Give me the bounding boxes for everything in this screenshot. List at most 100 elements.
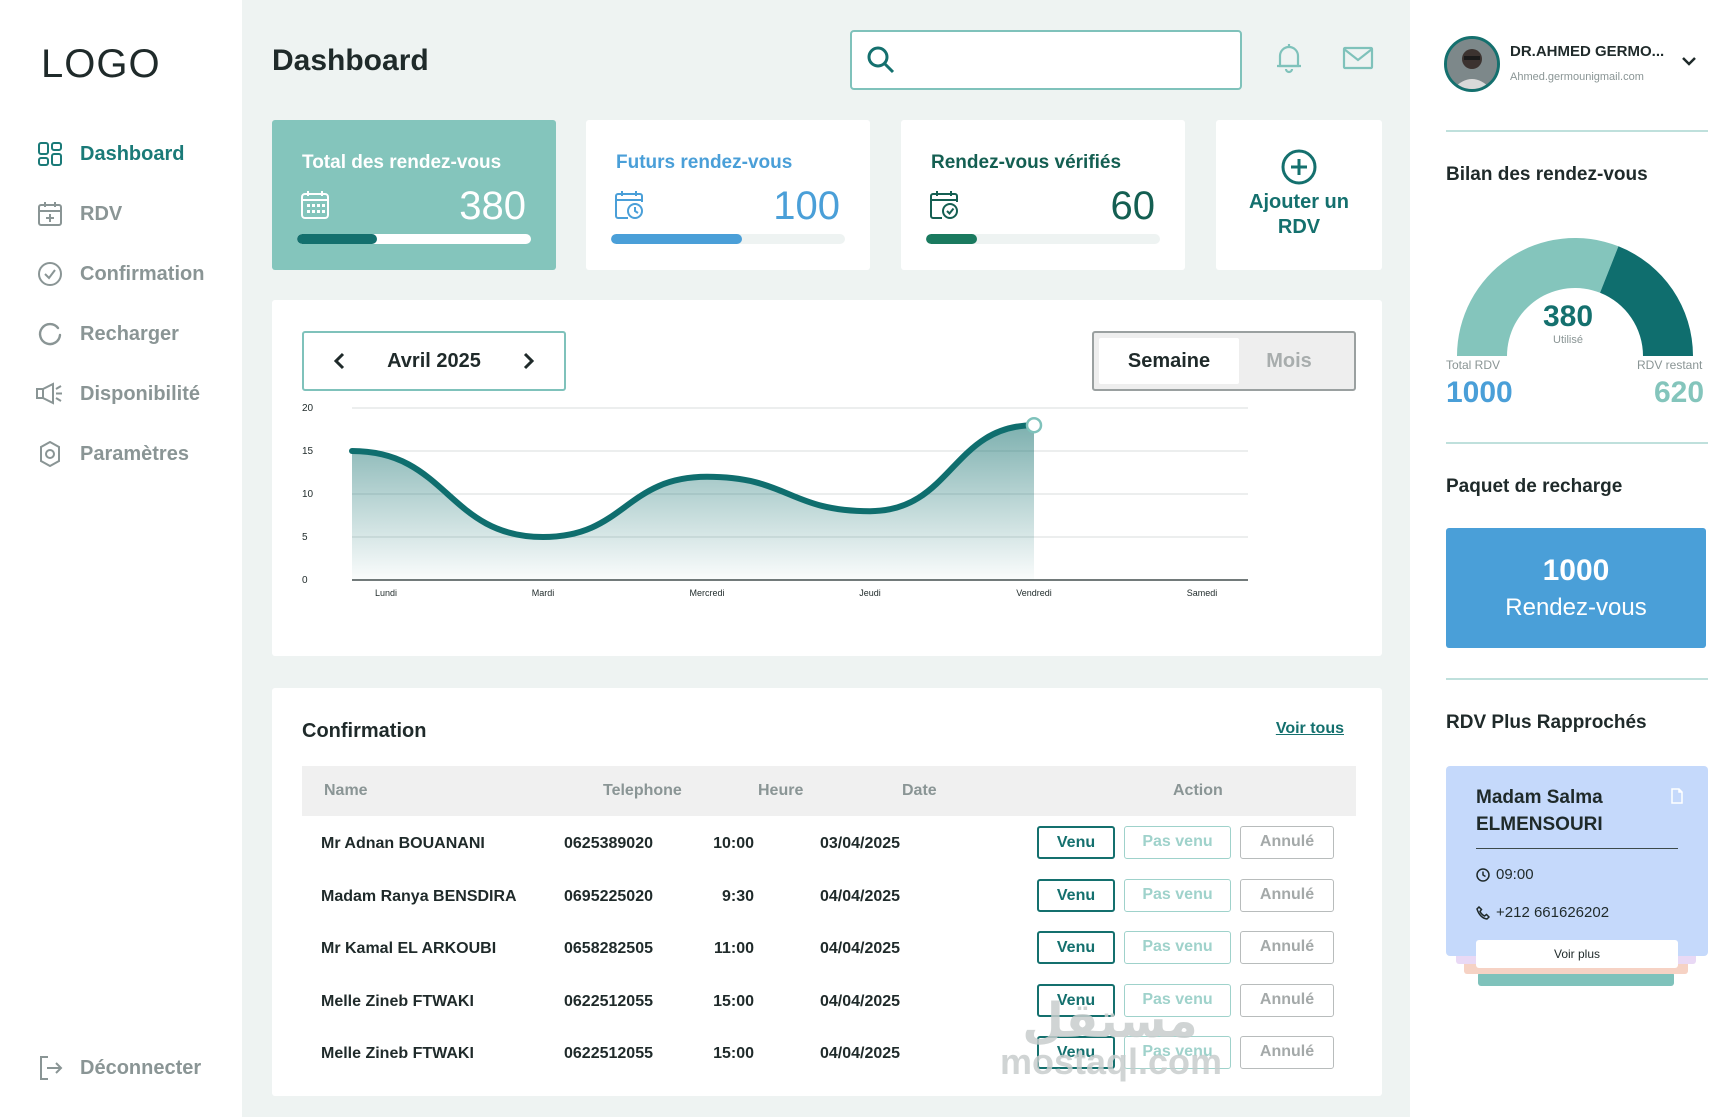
venu-button[interactable]: Venu xyxy=(1037,1036,1115,1069)
sidebar-item-disponibilite[interactable]: Disponibilité xyxy=(36,364,236,424)
card-stack-layer xyxy=(1478,972,1674,986)
see-more-button[interactable]: Voir plus xyxy=(1476,940,1678,968)
cell-name: Mr Kamal EL ARKOUBI xyxy=(321,940,497,957)
cell-heure: 9:30 xyxy=(721,887,754,905)
logout-button[interactable]: Déconnecter xyxy=(36,1054,201,1082)
user-name: DR.AHMED GERMO... xyxy=(1510,43,1665,60)
remaining-rdv-label: RDV restant xyxy=(1637,358,1703,372)
x-tick-label: Jeudi xyxy=(859,588,881,598)
dashboard-grid-icon xyxy=(36,140,64,168)
search-input[interactable] xyxy=(908,44,1228,76)
search-box[interactable] xyxy=(850,30,1242,90)
document-icon[interactable] xyxy=(1670,788,1684,809)
venu-button[interactable]: Venu xyxy=(1037,826,1115,859)
progress-fill xyxy=(611,234,743,244)
annule-button[interactable]: Annulé xyxy=(1240,983,1334,1017)
gauge-used-segment xyxy=(1457,238,1619,356)
divider xyxy=(1446,442,1708,444)
annule-button[interactable]: Annulé xyxy=(1240,878,1334,912)
cell-date: 04/04/2025 xyxy=(820,940,901,957)
cell-date: 04/04/2025 xyxy=(820,1045,901,1062)
sidebar: LOGO Dashboard RDV Confirmation Recharge… xyxy=(0,0,242,1117)
venu-button[interactable]: Venu xyxy=(1037,931,1115,964)
check-circle-icon xyxy=(36,260,64,288)
y-tick-label: 10 xyxy=(302,489,314,500)
pas-venu-button[interactable]: Pas venu xyxy=(1124,878,1231,912)
user-email: Ahmed.germounigmail.com xyxy=(1510,71,1644,83)
chevron-right-icon[interactable] xyxy=(518,349,538,378)
sidebar-item-recharger[interactable]: Recharger xyxy=(36,304,236,364)
pas-venu-button[interactable]: Pas venu xyxy=(1124,931,1231,964)
sidebar-item-confirmation[interactable]: Confirmation xyxy=(36,244,236,304)
calendar-check-icon xyxy=(929,190,959,225)
stat-title: Total des rendez-vous xyxy=(302,152,502,173)
annule-button[interactable]: Annulé xyxy=(1240,1036,1334,1069)
sidebar-item-rdv[interactable]: RDV xyxy=(36,184,236,244)
total-rdv-label: Total RDV xyxy=(1446,358,1501,372)
cell-date: 04/04/2025 xyxy=(820,992,901,1010)
area-chart: 0 5 10 15 20 Lundi Mardi Mercredi Jeudi Vendredi S… xyxy=(302,403,1248,598)
venu-button[interactable]: Venu xyxy=(1037,878,1115,912)
cell-telephone: 0658282505 xyxy=(564,940,653,957)
bell-icon[interactable] xyxy=(1275,42,1303,79)
add-rdv-button[interactable]: Ajouter un RDV xyxy=(1216,120,1382,270)
pas-venu-button[interactable]: Pas venu xyxy=(1124,826,1231,859)
recharge-amount: 1000 xyxy=(1542,554,1610,587)
recharge-unit: Rendez-vous xyxy=(1505,594,1647,621)
sidebar-item-parametres[interactable]: Paramètres xyxy=(36,424,236,484)
chevron-down-icon[interactable] xyxy=(1680,54,1698,73)
annule-button[interactable]: Annulé xyxy=(1240,931,1334,964)
stat-card-verifies: Rendez-vous vérifiés 60 xyxy=(901,120,1185,270)
toggle-month[interactable]: Mois xyxy=(1266,350,1312,372)
cell-telephone: 0622512055 xyxy=(564,1045,653,1062)
recharge-package-button[interactable]: 1000 Rendez-vous xyxy=(1446,528,1706,648)
bilan-title: Bilan des rendez-vous xyxy=(1446,164,1648,185)
sidebar-item-label: Dashboard xyxy=(80,142,185,165)
calendar-clock-icon xyxy=(614,190,644,225)
bilan-gauge xyxy=(1457,238,1693,356)
sidebar-nav: Dashboard RDV Confirmation Recharger Dis… xyxy=(36,124,236,484)
progress-bar xyxy=(611,234,845,244)
confirmation-card: Confirmation Voir tous Name Telephone He… xyxy=(272,688,1382,1096)
calendar-plus-icon xyxy=(36,200,64,228)
chevron-left-icon[interactable] xyxy=(330,349,350,378)
mail-icon[interactable] xyxy=(1342,46,1374,75)
calendar-grid-icon xyxy=(300,190,330,225)
stat-title: Rendez-vous vérifiés xyxy=(931,152,1122,173)
recharge-title: Paquet de recharge xyxy=(1446,476,1623,497)
stat-card-futurs: Futurs rendez-vous 100 xyxy=(586,120,870,270)
header-action: Action xyxy=(1173,782,1223,799)
upcoming-title: RDV Plus Rapprochés xyxy=(1446,712,1647,733)
logout-icon xyxy=(36,1054,64,1082)
cell-telephone: 0622512055 xyxy=(564,992,653,1010)
cell-heure: 11:00 xyxy=(713,940,754,957)
toggle-week[interactable]: Semaine xyxy=(1099,338,1239,384)
pas-venu-button[interactable]: Pas venu xyxy=(1124,983,1231,1017)
upcoming-appointment-card: Madam Salma ELMENSOURI 09:00 +212 661626… xyxy=(1446,766,1708,968)
clock-icon xyxy=(1476,867,1490,882)
stat-value: 60 xyxy=(1110,184,1156,228)
avatar[interactable] xyxy=(1444,36,1500,92)
page-title: Dashboard xyxy=(272,44,429,77)
period-toggle: Semaine Mois xyxy=(1092,331,1356,391)
main-content: Dashboard Total des rendez-vous 380 Futu… xyxy=(242,0,1410,1117)
table-header: Name Telephone Heure Date Action xyxy=(302,766,1356,816)
annule-button[interactable]: Annulé xyxy=(1240,826,1334,859)
appointment-divider xyxy=(1476,848,1678,849)
x-tick-label: Mercredi xyxy=(689,588,724,598)
cell-heure: 10:00 xyxy=(713,835,754,852)
header-telephone: Telephone xyxy=(603,782,682,799)
sidebar-item-dashboard[interactable]: Dashboard xyxy=(36,124,236,184)
pas-venu-button[interactable]: Pas venu xyxy=(1124,1036,1231,1069)
confirmation-title: Confirmation xyxy=(302,720,427,742)
header-date: Date xyxy=(902,782,937,799)
remaining-rdv-value: 620 xyxy=(1654,376,1705,409)
logo: LOGO xyxy=(41,42,161,86)
sidebar-item-label: Recharger xyxy=(80,322,179,345)
see-all-link[interactable]: Voir tous xyxy=(1275,720,1344,737)
venu-button[interactable]: Venu xyxy=(1037,983,1115,1017)
appointment-time-value: 09:00 xyxy=(1496,866,1534,883)
watermark: مستقل mostaql.com xyxy=(1000,998,1222,1080)
table-row: Melle Zineb FTWAKI 0622512055 15:00 04/04/2… xyxy=(302,1028,1356,1081)
chart-card: Avril 2025 Semaine Mois 0 5 10 15 20 Lundi Mar… xyxy=(272,300,1382,656)
